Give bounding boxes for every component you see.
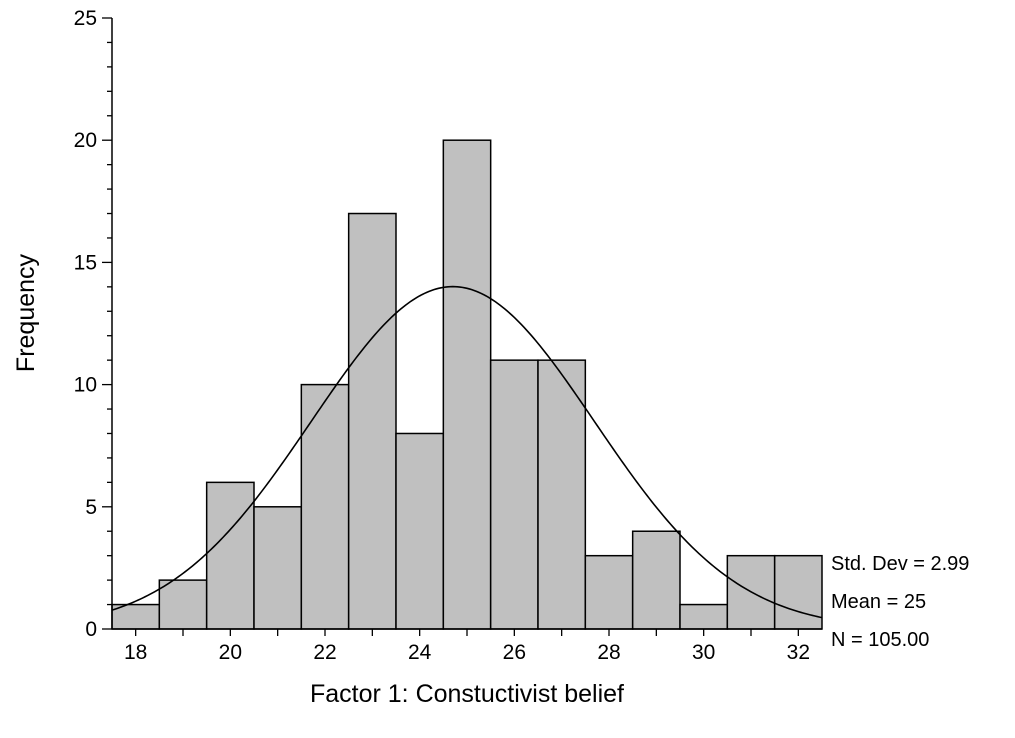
bar-24 — [395, 432, 445, 630]
y-tick-label: 25 — [74, 7, 97, 30]
x-tick-label: 20 — [219, 641, 242, 664]
x-tick-label: 26 — [503, 641, 526, 664]
bar-19 — [158, 579, 208, 630]
y-tick-label: 5 — [85, 496, 97, 519]
bar-26 — [489, 359, 539, 630]
x-tick-label: 24 — [408, 641, 432, 664]
stat-std-dev: Std. Dev = 2.99 — [831, 553, 969, 575]
x-ticks-group: 18 20 22 24 26 28 30 32 — [124, 629, 810, 664]
bar-28 — [584, 554, 634, 630]
y-tick-label: 0 — [85, 618, 97, 641]
stats-group: Std. Dev = 2.99 Mean = 25 N = 105.00 — [831, 553, 969, 651]
stat-mean: Mean = 25 — [831, 591, 926, 613]
x-axis-title: Factor 1: Constuctivist belief — [310, 680, 624, 708]
bar-23 — [347, 212, 397, 630]
y-tick-label: 15 — [74, 251, 97, 274]
bar-21 — [253, 506, 303, 630]
x-tick-label: 28 — [597, 641, 620, 664]
bars-group — [111, 139, 823, 630]
bar-30 — [679, 603, 729, 630]
bar-22 — [300, 383, 350, 630]
stat-n: N = 105.00 — [831, 629, 929, 651]
x-tick-label: 32 — [787, 641, 810, 664]
x-tick-label: 22 — [313, 641, 336, 664]
bar-25 — [442, 139, 492, 630]
bar-27 — [537, 359, 587, 630]
y-axis-title: Frequency — [12, 253, 40, 372]
y-tick-label: 20 — [74, 129, 97, 152]
bar-32 — [773, 554, 823, 630]
x-tick-label: 18 — [124, 641, 147, 664]
y-tick-label: 10 — [74, 374, 97, 397]
x-tick-label: 30 — [692, 641, 715, 664]
bar-29 — [631, 530, 681, 630]
bar-20 — [205, 481, 255, 630]
normal-curve — [111, 285, 823, 619]
y-ticks-group: 0 5 10 15 20 25 — [74, 7, 112, 641]
